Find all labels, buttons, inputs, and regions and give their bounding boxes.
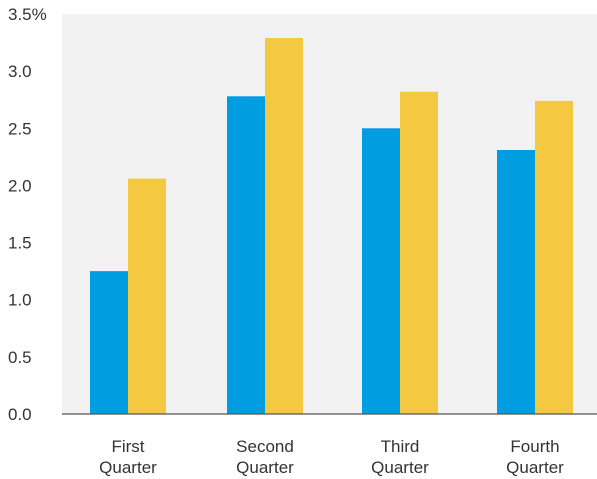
x-category-labels: First Quarter Second Quarter Third Quarter Fou…: [99, 437, 564, 477]
bar-series-1-cat-4: [497, 150, 535, 414]
bar-series-2-cat-1: [128, 179, 166, 414]
bar-series-2-cat-4: [535, 101, 573, 414]
x-category-label: First: [111, 437, 144, 456]
y-tick-label: 2.0: [8, 176, 32, 195]
y-tick-label: 0.5: [8, 348, 32, 367]
x-category-label: Fourth: [510, 437, 559, 456]
y-tick-label: 1.5: [8, 234, 32, 253]
y-tick-label: 1.0: [8, 291, 32, 310]
bar-series-1-cat-3: [362, 128, 400, 414]
y-tick-label: 2.5: [8, 119, 32, 138]
x-category-label: Quarter: [99, 458, 157, 477]
y-tick-label: 3.5%: [8, 5, 47, 24]
bar-series-1-cat-1: [90, 271, 128, 414]
x-category-label: Second: [236, 437, 294, 456]
bar-series-2-cat-2: [265, 38, 303, 414]
x-category-label: Quarter: [371, 458, 429, 477]
x-category-label: Quarter: [236, 458, 294, 477]
y-tick-labels: 0.0 0.5 1.0 1.5 2.0 2.5 3.0 3.5%: [8, 5, 47, 424]
x-category-label: Third: [381, 437, 420, 456]
x-category-label: Quarter: [506, 458, 564, 477]
y-tick-label: 0.0: [8, 405, 32, 424]
bar-series-1-cat-2: [227, 96, 265, 414]
bar-series-2-cat-3: [400, 92, 438, 414]
y-tick-label: 3.0: [8, 62, 32, 81]
